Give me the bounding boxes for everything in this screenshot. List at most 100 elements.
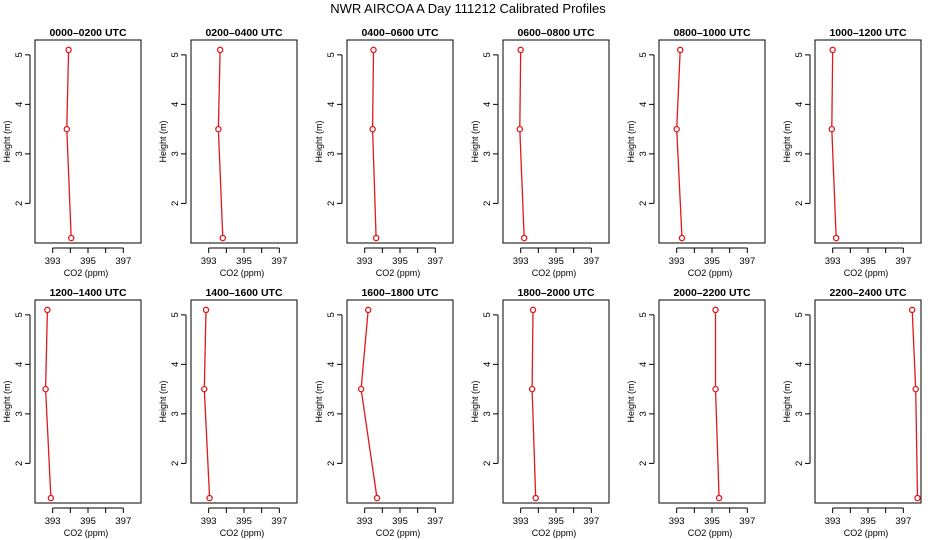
data-point: [516, 125, 524, 133]
y-tick-label: 5: [326, 312, 337, 317]
data-point: [364, 306, 372, 314]
x-tick-label: 393: [357, 516, 373, 527]
plot-frame: [814, 299, 922, 504]
x-tick-label: 395: [80, 256, 96, 267]
x-tick-label: 397: [427, 256, 443, 267]
data-point: [908, 306, 916, 314]
y-tick-label: 4: [794, 362, 805, 367]
series-line: [203, 309, 211, 499]
x-tick-label: 393: [669, 516, 685, 527]
x-tick-label: 393: [45, 516, 61, 527]
x-axis-label: CO2 (ppm): [376, 528, 421, 538]
y-tick-label: 4: [326, 102, 337, 107]
chart-svg: 1200–1400 UTC 393 395 397 CO2 (ppm) 2 3 4 5 Heigh…: [2, 287, 142, 538]
chart-panel: 1600–1800 UTC 393 395 397 CO2 (ppm) 2 3 4 5 Heigh…: [312, 260, 468, 538]
series-line: [217, 49, 224, 239]
y-tick-label: 3: [482, 411, 493, 416]
chart-svg: 1600–1800 UTC 393 395 397 CO2 (ppm) 2 3 4 5 Heigh…: [314, 287, 454, 538]
x-tick-label: 397: [115, 516, 131, 527]
data-point: [219, 234, 227, 242]
data-point: [829, 46, 836, 54]
x-axis-label: CO2 (ppm): [532, 528, 577, 538]
chart-panel: 1800–2000 UTC 393 395 397 CO2 (ppm) 2 3 4 5 Heigh…: [468, 260, 624, 538]
y-axis-label: Height (m): [314, 120, 324, 162]
data-point: [372, 234, 380, 242]
plot-frame: [34, 39, 142, 244]
chart-panel: 0200–0400 UTC 393 395 397 CO2 (ppm) 2 3 4 5 Heigh…: [156, 0, 312, 278]
page-title: NWR AIRCOA A Day 111212 Calibrated Profi…: [330, 1, 606, 16]
series-line: [714, 309, 720, 499]
y-tick-label: 2: [638, 201, 649, 206]
data-point: [202, 306, 210, 314]
y-tick-label: 3: [14, 151, 25, 156]
y-tick-label: 4: [170, 102, 181, 107]
panel-title: 0800–1000 UTC: [673, 27, 750, 39]
y-tick-label: 5: [170, 312, 181, 317]
y-tick-label: 2: [170, 461, 181, 466]
x-tick-label: 397: [895, 256, 911, 267]
y-axis-label: Height (m): [470, 120, 480, 162]
x-tick-label: 397: [115, 256, 131, 267]
y-tick-label: 3: [170, 411, 181, 416]
y-tick-label: 3: [170, 151, 181, 156]
y-axis-label: Height (m): [470, 380, 480, 422]
chart-svg: 0200–0400 UTC 393 395 397 CO2 (ppm) 2 3 4 5 Heigh…: [158, 27, 298, 278]
chart-panel: 1000–1200 UTC 393 395 397 CO2 (ppm) 2 3 4 5 Heigh…: [780, 0, 936, 278]
y-tick-label: 2: [170, 201, 181, 206]
chart-panel: 0000–0200 UTC 393 395 397 CO2 (ppm) 2 3 4 5 Heigh…: [0, 0, 156, 278]
x-tick-label: 395: [860, 256, 876, 267]
panel-title: 1400–1600 UTC: [205, 287, 282, 299]
series-line: [66, 49, 72, 239]
chart-svg: 1000–1200 UTC 393 395 397 CO2 (ppm) 2 3 4 5 Heigh…: [782, 27, 922, 278]
data-point: [529, 306, 537, 314]
chart-svg: 1800–2000 UTC 393 395 397 CO2 (ppm) 2 3 4 5 Heigh…: [470, 287, 610, 538]
data-point: [517, 46, 524, 54]
x-tick-label: 397: [583, 256, 599, 267]
y-tick-label: 3: [482, 151, 493, 156]
y-axis-label: Height (m): [2, 120, 12, 162]
y-tick-label: 4: [326, 362, 337, 367]
plot-frame: [658, 39, 766, 244]
y-tick-label: 4: [170, 362, 181, 367]
data-point: [44, 306, 51, 314]
plot-frame: [346, 299, 454, 504]
x-axis-label: CO2 (ppm): [532, 268, 577, 278]
x-axis-label: CO2 (ppm): [64, 528, 109, 538]
data-point: [712, 306, 719, 314]
data-point: [832, 234, 840, 242]
series-line: [44, 309, 52, 499]
y-tick-label: 4: [482, 362, 493, 367]
data-point: [47, 494, 55, 502]
x-tick-label: 397: [271, 516, 287, 527]
chart-svg: 0600–0800 UTC 393 395 397 CO2 (ppm) 2 3 4 5 Heigh…: [470, 27, 610, 278]
plot-frame: [658, 299, 766, 504]
x-axis-label: CO2 (ppm): [376, 268, 421, 278]
series-line: [531, 309, 537, 499]
y-tick-label: 2: [14, 461, 25, 466]
data-point: [715, 494, 723, 502]
x-tick-label: 393: [669, 256, 685, 267]
y-tick-label: 3: [638, 411, 649, 416]
y-tick-label: 2: [14, 201, 25, 206]
series-line: [371, 49, 377, 239]
plot-frame: [502, 299, 610, 504]
y-tick-label: 4: [638, 362, 649, 367]
x-tick-label: 395: [860, 516, 876, 527]
x-tick-label: 395: [392, 256, 408, 267]
panel-title: 1600–1800 UTC: [361, 287, 438, 299]
y-tick-label: 3: [14, 411, 25, 416]
y-axis-label: Height (m): [314, 380, 324, 422]
data-point: [42, 385, 49, 393]
series-line: [831, 49, 837, 239]
x-tick-label: 393: [825, 516, 841, 527]
data-point: [357, 385, 365, 393]
y-tick-label: 2: [794, 201, 805, 206]
data-point: [216, 46, 224, 54]
data-point: [912, 385, 919, 393]
chart-svg: 0800–1000 UTC 393 395 397 CO2 (ppm) 2 3 4 5 Heigh…: [626, 27, 766, 278]
y-tick-label: 3: [794, 411, 805, 416]
data-point: [532, 494, 539, 502]
y-tick-label: 5: [482, 52, 493, 57]
x-tick-label: 393: [825, 256, 841, 267]
